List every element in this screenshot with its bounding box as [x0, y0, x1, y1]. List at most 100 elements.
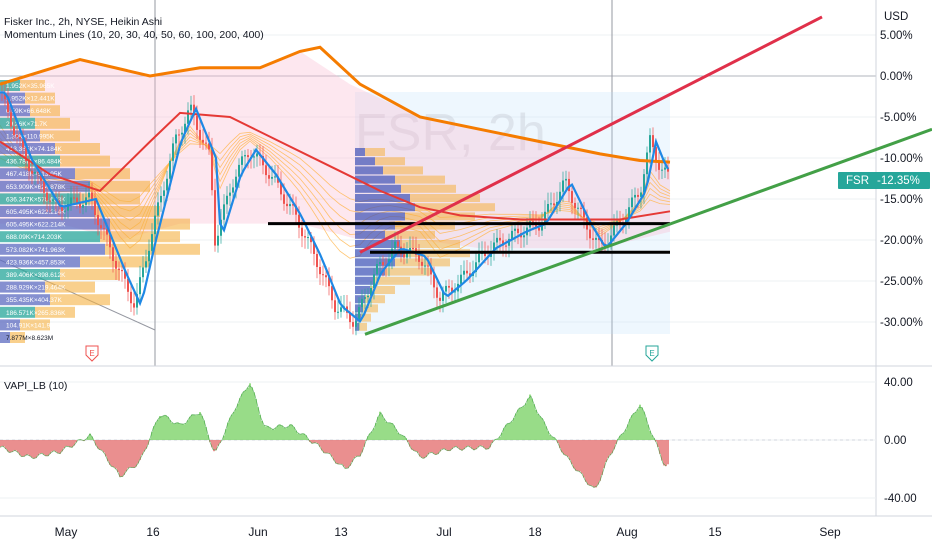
- symbol-watermark: FSR, 2h: [355, 104, 546, 162]
- candle-body: [397, 241, 399, 247]
- volume-profile-bar-up: [0, 105, 30, 117]
- mid-volume-bar-up: [355, 276, 375, 285]
- candle-body: [118, 268, 120, 271]
- time-axis-tick: Sep: [819, 525, 841, 539]
- volume-profile-bar-down: [20, 80, 45, 91]
- candle-body: [460, 274, 462, 284]
- candle-body: [478, 253, 480, 263]
- volume-profile-bar-up: [0, 168, 75, 180]
- candle-body: [214, 190, 216, 246]
- candle-body: [406, 253, 408, 258]
- volume-profile-label: 29.26K×71.7K: [6, 121, 48, 128]
- candle-body: [253, 156, 255, 158]
- candle-body: [25, 147, 27, 161]
- candle-body: [349, 312, 351, 323]
- earnings-marker[interactable]: E: [85, 345, 99, 362]
- candle-body: [289, 204, 291, 207]
- candle-body: [511, 230, 513, 239]
- last-price-label-bg[interactable]: [838, 172, 930, 189]
- candle-body: [667, 167, 669, 172]
- candle-body: [394, 241, 396, 249]
- earnings-marker[interactable]: E: [645, 345, 659, 362]
- volume-profile-bar-down: [80, 193, 140, 205]
- candle-body: [364, 297, 366, 299]
- mid-volume-bar-up: [355, 166, 383, 175]
- candle-body: [196, 115, 198, 130]
- candle-body: [319, 267, 321, 275]
- last-price-value: -12.35%: [877, 175, 920, 187]
- candle-body: [598, 237, 600, 241]
- candle-body: [193, 104, 195, 116]
- candle-body: [154, 215, 156, 235]
- price-axis-tick: -30.00%: [880, 317, 923, 329]
- candle-body: [445, 285, 447, 292]
- price-axis-tick: -20.00%: [880, 235, 923, 247]
- mid-volume-bar-down: [410, 194, 480, 202]
- candle-body: [496, 237, 498, 243]
- candle-body: [265, 165, 267, 176]
- candle-body: [382, 262, 384, 266]
- volume-profile-label: 605.495K×622.214K: [6, 209, 66, 216]
- candle-body: [340, 307, 342, 312]
- candle-body: [562, 180, 564, 192]
- mid-volume-bar-up: [355, 258, 395, 267]
- mid-volume-bar-up: [355, 230, 385, 239]
- candle-body: [49, 200, 51, 202]
- price-axis-tick: -25.00%: [880, 276, 923, 288]
- mid-volume-bar-down: [359, 322, 367, 331]
- candle-body: [280, 182, 282, 195]
- trendline: [359, 15, 823, 254]
- candle-body: [238, 164, 240, 177]
- volume-profile-bar-down: [45, 281, 95, 293]
- mid-volume-bar-down: [415, 203, 495, 212]
- candle-body: [103, 228, 105, 230]
- volume-profile-label: 1.39K×110.995K: [6, 133, 55, 140]
- mid-volume-bar-down: [400, 240, 460, 248]
- time-axis-tick: 16: [146, 525, 160, 539]
- candle-body: [124, 271, 126, 279]
- candle-body: [190, 104, 192, 111]
- candle-body: [295, 205, 297, 215]
- volume-profile-label: 288.929K×219.464K: [6, 285, 66, 292]
- candle-body: [37, 171, 39, 173]
- candle-body: [148, 250, 150, 262]
- candle-body: [448, 285, 450, 288]
- volume-profile-bar-up: [0, 306, 35, 318]
- mid-volume-bar-up: [355, 175, 395, 184]
- candle-body: [334, 300, 336, 313]
- candle-body: [547, 203, 549, 212]
- mid-volume-bar-down: [395, 175, 445, 184]
- candle-body: [493, 242, 495, 252]
- candle-body: [268, 175, 270, 179]
- candle-body: [367, 295, 369, 298]
- lower-indicator-header[interactable]: VAPI_LB (10): [4, 380, 68, 392]
- symbol-header[interactable]: Fisker Inc., 2h, NYSE, Heikin Ashi: [4, 16, 163, 28]
- candle-body: [34, 171, 36, 174]
- candle-body: [322, 274, 324, 276]
- candle-body: [94, 200, 96, 215]
- mid-volume-bar-down: [395, 221, 455, 230]
- volume-profile-bar-up: [0, 231, 100, 243]
- volume-profile-bar-up: [0, 243, 105, 255]
- candle-body: [565, 178, 567, 181]
- currency-label: USD: [884, 11, 908, 23]
- candle-body: [61, 205, 63, 211]
- indicator-header[interactable]: Momentum Lines (10, 20, 30, 40, 50, 60, …: [4, 29, 264, 41]
- mid-volume-bar-down: [385, 230, 435, 239]
- trendline: [364, 127, 932, 336]
- candle-body: [46, 192, 48, 201]
- mid-volume-bar-up: [355, 194, 410, 202]
- candle-body: [286, 203, 288, 207]
- candle-body: [427, 265, 429, 267]
- vapi-line: [0, 385, 667, 488]
- volume-profile-label: 186.571K×265.836K: [6, 310, 66, 317]
- candle-body: [499, 237, 501, 241]
- time-axis-tick: Aug: [616, 525, 637, 539]
- candle-body: [4, 93, 6, 100]
- candle-body: [370, 288, 372, 296]
- volume-profile-bar-up: [0, 294, 50, 306]
- candle-body: [376, 264, 378, 275]
- volume-profile-bar-down: [95, 206, 160, 217]
- candle-body: [580, 207, 582, 210]
